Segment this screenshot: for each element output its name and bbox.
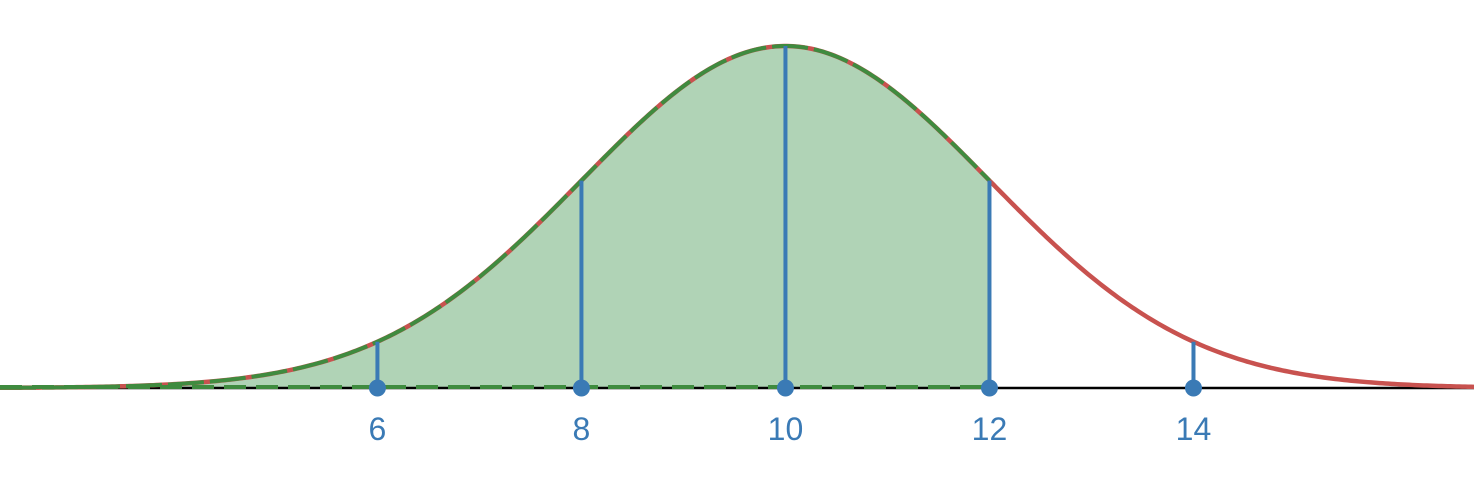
marker-point — [776, 379, 794, 397]
marker-point — [1184, 379, 1202, 397]
marker-point — [368, 379, 386, 397]
x-tick-label: 8 — [573, 411, 591, 447]
shaded-region-outline — [0, 44, 991, 390]
tick-label-layer: 6 8 10 12 14 — [369, 411, 1212, 447]
x-tick-label: 6 — [369, 411, 387, 447]
shaded-region-layer — [0, 46, 990, 388]
x-tick-label: 10 — [768, 411, 804, 447]
marker-point — [980, 379, 998, 397]
x-tick-label: 12 — [972, 411, 1008, 447]
marker-layer — [368, 46, 1202, 397]
x-tick-label: 14 — [1176, 411, 1212, 447]
marker-point — [572, 379, 590, 397]
curve-layer — [0, 43, 1474, 391]
shaded-area — [0, 46, 990, 388]
